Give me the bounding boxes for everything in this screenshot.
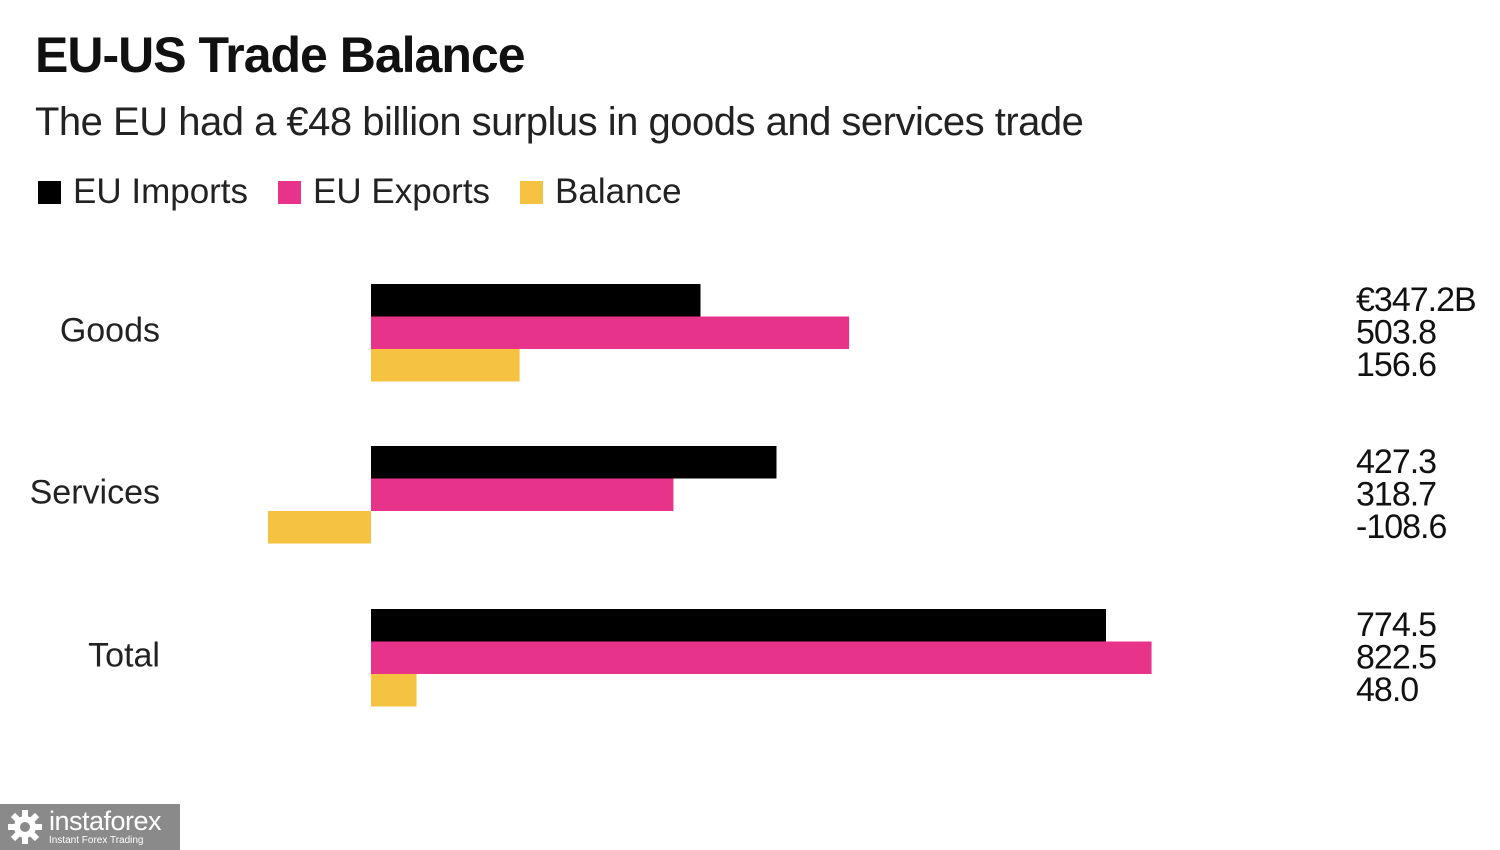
bar-eu-exports-services — [371, 478, 674, 511]
watermark-brand: instaforex — [49, 806, 162, 836]
legend-swatch-exports — [278, 180, 302, 204]
category-label-goods: Goods — [60, 312, 160, 350]
legend-label-exports: EU Exports — [313, 172, 491, 211]
value-label-eu-imports-total: 774.5 — [1356, 606, 1436, 644]
bar-eu-imports-total — [371, 609, 1107, 642]
watermark: instaforex Instant Forex Trading — [0, 804, 180, 850]
bar-balance-services — [267, 511, 371, 544]
value-label-balance-total: 48.0 — [1356, 671, 1418, 709]
bar-eu-exports-goods — [371, 316, 850, 349]
value-label-eu-imports-services: 427.3 — [1356, 443, 1436, 481]
chart-title: EU-US Trade Balance — [35, 27, 526, 83]
value-label-eu-imports-goods: €347.2B — [1356, 281, 1476, 319]
legend-item-imports: EU Imports — [38, 172, 248, 212]
chart-subtitle: The EU had a €48 billion surplus in good… — [35, 100, 1084, 144]
watermark-tagline: Instant Forex Trading — [49, 835, 144, 846]
value-label-balance-services: -108.6 — [1356, 508, 1446, 546]
legend-swatch-balance — [520, 180, 544, 204]
value-label-balance-goods: 156.6 — [1356, 346, 1436, 384]
category-label-services: Services — [30, 474, 160, 512]
bar-balance-goods — [371, 349, 520, 382]
legend-item-exports: EU Exports — [278, 172, 490, 212]
legend-label-imports: EU Imports — [73, 172, 249, 211]
category-label-total: Total — [88, 637, 160, 675]
bar-eu-exports-total — [371, 641, 1152, 674]
value-label-eu-exports-total: 822.5 — [1356, 639, 1436, 677]
value-label-eu-exports-services: 318.7 — [1356, 476, 1436, 514]
bar-eu-imports-goods — [371, 284, 701, 317]
legend-label-balance: Balance — [555, 172, 682, 211]
gear-icon — [8, 810, 42, 844]
value-label-eu-exports-goods: 503.8 — [1356, 314, 1436, 352]
bar-eu-imports-services — [371, 446, 777, 479]
bar-balance-total — [371, 674, 417, 707]
legend-item-balance: Balance — [520, 172, 682, 212]
legend: EU Imports EU Exports Balance — [38, 172, 682, 212]
legend-swatch-imports — [38, 180, 61, 204]
